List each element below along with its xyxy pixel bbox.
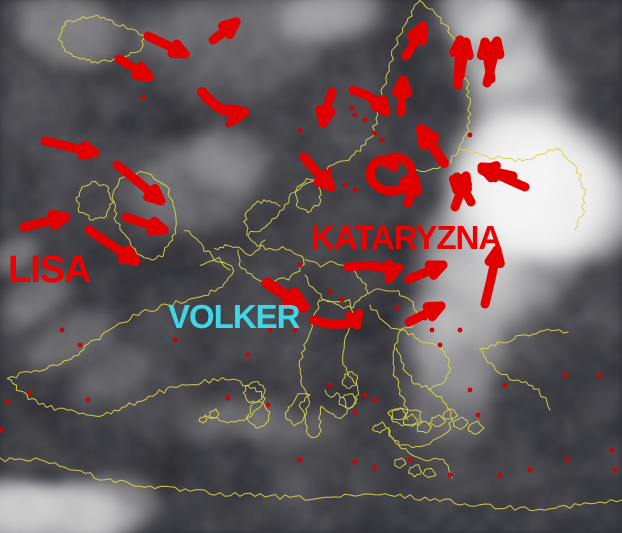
- svg-text:VOLKER: VOLKER: [168, 298, 301, 335]
- svg-text:KATARYZNA: KATARYZNA: [311, 219, 501, 256]
- svg-text:LISA: LISA: [8, 249, 91, 291]
